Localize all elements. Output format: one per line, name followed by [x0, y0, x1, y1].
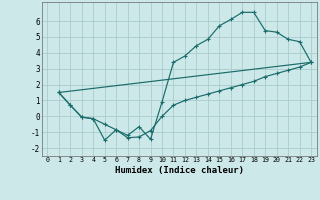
X-axis label: Humidex (Indice chaleur): Humidex (Indice chaleur) — [115, 166, 244, 175]
